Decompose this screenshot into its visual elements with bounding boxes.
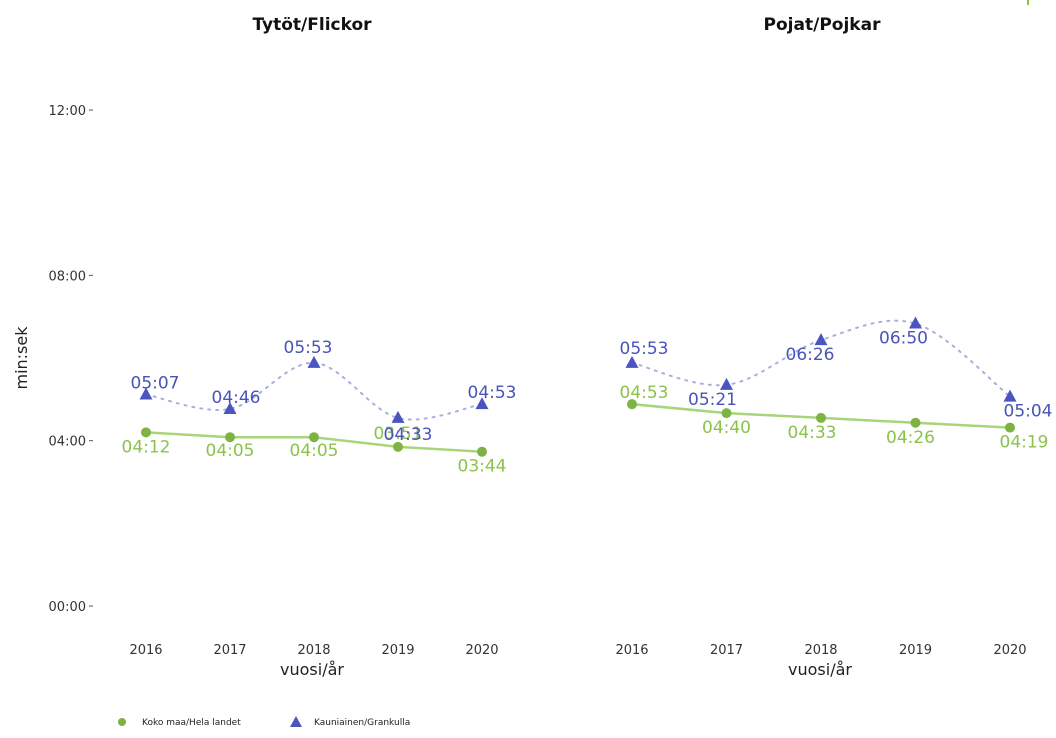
point-marker-koko-maa: [477, 446, 487, 457]
y-tick-label: 08:00: [49, 269, 86, 284]
data-label: 05:53: [284, 338, 333, 358]
point-marker-koko-maa: [816, 412, 826, 423]
data-label: 04:19: [1000, 433, 1049, 453]
point-marker-kauniainen: [625, 355, 639, 368]
x-tick-label: 2017: [213, 643, 246, 658]
point-marker-koko-maa: [309, 432, 319, 443]
point-marker-koko-maa: [141, 427, 151, 438]
x-tick-label: 2019: [899, 643, 932, 658]
data-label: 06:50: [879, 329, 928, 349]
point-marker-koko-maa: [1005, 422, 1015, 433]
legend-marker-koko-maa: [118, 718, 126, 726]
data-label: 06:26: [786, 345, 835, 365]
point-marker-koko-maa: [721, 408, 732, 419]
x-tick-label: 2016: [615, 643, 648, 658]
data-label: 04:40: [702, 418, 751, 438]
panel-title: Pojat/Pojkar: [764, 15, 882, 35]
x-tick-label: 2016: [129, 643, 162, 658]
data-label: 03:44: [458, 457, 507, 477]
data-label: 04:33: [384, 425, 433, 445]
point-marker-koko-maa: [225, 432, 235, 443]
data-label: 04:26: [886, 428, 935, 448]
x-tick-label: 2018: [297, 643, 330, 658]
y-tick-label: 12:00: [49, 104, 86, 119]
point-marker-kauniainen: [391, 410, 405, 423]
point-marker-kauniainen: [720, 377, 733, 390]
data-label: 04:53: [620, 383, 669, 403]
data-label: 05:07: [131, 374, 180, 394]
data-label: 04:33: [788, 423, 837, 443]
data-label: 05:53: [620, 339, 669, 359]
point-marker-kauniainen: [307, 355, 321, 368]
x-tick-label: 2020: [993, 643, 1026, 658]
data-label: 04:05: [290, 441, 339, 461]
point-marker-koko-maa: [627, 399, 637, 410]
x-tick-label: 2017: [710, 643, 743, 658]
legend-label-koko-maa: Koko maa/Hela landet: [142, 718, 241, 728]
point-marker-kauniainen: [814, 333, 828, 346]
point-marker-kauniainen: [139, 387, 153, 400]
series-line-kauniainen: [145, 361, 483, 421]
x-tick-label: 2020: [465, 643, 498, 658]
data-label: 04:12: [122, 437, 171, 457]
data-label: 05:21: [688, 390, 737, 410]
y-tick-label: 00:00: [49, 600, 86, 615]
x-tick-label: 2019: [381, 643, 414, 658]
point-marker-kauniainen: [223, 401, 237, 414]
data-label: 04:05: [206, 441, 255, 461]
y-tick-label: 04:00: [49, 435, 86, 450]
point-marker-kauniainen: [909, 316, 922, 329]
point-marker-koko-maa: [393, 441, 403, 452]
point-marker-kauniainen: [1003, 389, 1017, 402]
x-axis-title: vuosi/år: [788, 660, 852, 679]
data-label: 05:04: [1004, 402, 1053, 422]
point-marker-kauniainen: [475, 397, 489, 410]
y-axis-title: min:sek: [12, 326, 31, 390]
x-axis-title: vuosi/år: [280, 660, 344, 679]
panel-title: Tytöt/Flickor: [252, 15, 372, 35]
x-tick-label: 2018: [804, 643, 837, 658]
legend-label-kauniainen: Kauniainen/Grankulla: [314, 718, 410, 728]
data-label: 03:51: [374, 424, 423, 444]
point-marker-koko-maa: [910, 417, 921, 428]
data-label: 04:53: [468, 383, 517, 403]
data-label: 04:46: [212, 388, 261, 408]
legend-marker-kauniainen: [290, 716, 302, 727]
